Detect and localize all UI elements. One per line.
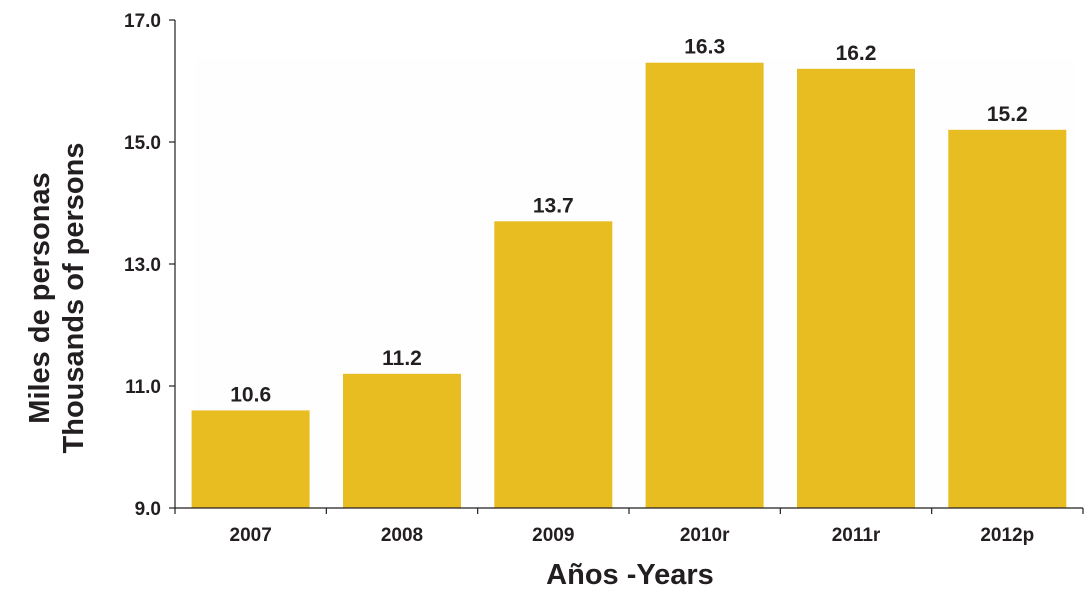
- x-tick-label-2011r: 2011r: [832, 525, 881, 546]
- plot-background: [195, 58, 1075, 510]
- x-tick-label-2008: 2008: [381, 525, 423, 546]
- bar-2011r: [797, 68, 915, 509]
- y-tick-label-13.0: 13.0: [124, 255, 161, 276]
- y-axis-title-line1: Miles de personas: [24, 172, 56, 423]
- data-labels-group: 10.6 11.2 13.7 16.3 16.2 15.2: [230, 36, 1027, 407]
- y-tick-label-15.0: 15.0: [124, 133, 161, 154]
- bar-2012p: [948, 129, 1067, 509]
- y-axis-title-line2: Thousands of persons: [58, 143, 90, 454]
- bar-2008: [343, 373, 461, 508]
- x-tick-label-2012p: 2012p: [980, 525, 1034, 546]
- x-tick-label-2007: 2007: [230, 525, 272, 546]
- data-label-2010r: 16.3: [684, 36, 725, 59]
- bar-2009: [494, 221, 613, 509]
- bar-2007: [191, 410, 310, 508]
- x-tick-label-2010r: 2010r: [680, 525, 730, 546]
- x-axis-title: Años -Years: [546, 559, 714, 591]
- x-tick-label-2009: 2009: [532, 525, 574, 546]
- y-tick-label-17.0: 17.0: [124, 11, 161, 32]
- bar-2010r: [645, 62, 764, 508]
- x-tick-labels-group: 2007 2008 2009 2010r 2011r 2012p: [230, 525, 1035, 546]
- data-label-2012p: 15.2: [987, 103, 1028, 126]
- y-tick-labels-group: 9.0 11.0 13.0 15.0 17.0: [124, 11, 161, 520]
- data-label-2007: 10.6: [230, 383, 271, 406]
- bars-group: [191, 62, 1067, 509]
- y-axis-title: Miles de personas Thousands of persons: [24, 143, 90, 454]
- axes-group: [169, 19, 1084, 514]
- y-tick-label-11.0: 11.0: [125, 377, 161, 398]
- data-label-2009: 13.7: [533, 194, 574, 217]
- y-tick-label-9.0: 9.0: [135, 499, 161, 520]
- data-label-2011r: 16.2: [836, 42, 877, 65]
- data-label-2008: 11.2: [382, 347, 422, 370]
